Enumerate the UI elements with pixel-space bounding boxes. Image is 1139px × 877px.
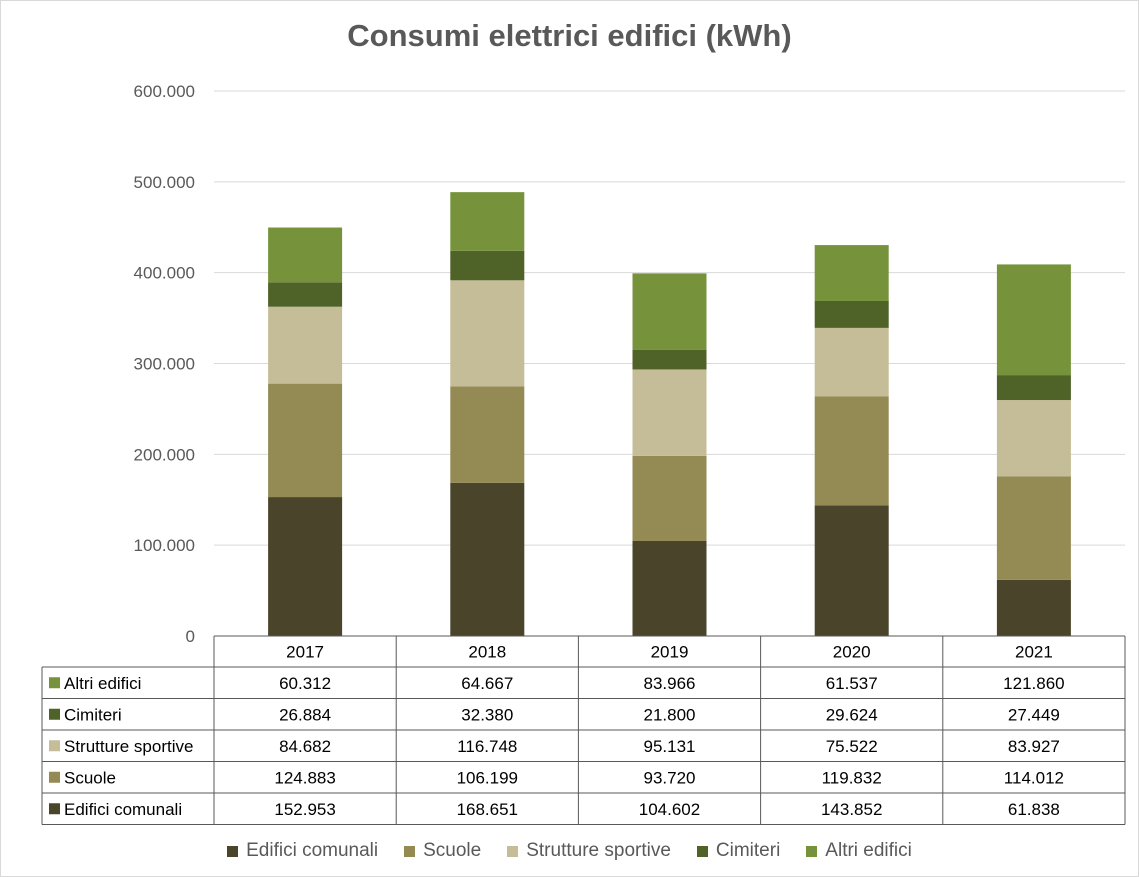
bar-segment-altri-edifici-2019 bbox=[632, 273, 707, 350]
x-category-label: 2020 bbox=[833, 643, 871, 662]
table-value: 64.667 bbox=[461, 674, 513, 693]
legend-label: Altri edifici bbox=[825, 840, 912, 861]
bar-segment-cimiteri-2019 bbox=[632, 349, 707, 370]
bar-segment-cimiteri-2021 bbox=[996, 375, 1071, 401]
table-value: 93.720 bbox=[644, 768, 696, 787]
table-row-label: Edifici comunali bbox=[64, 800, 182, 819]
y-tick-label: 200.000 bbox=[134, 445, 195, 464]
legend-swatch bbox=[696, 845, 708, 857]
bar-segment-edifici-comunali-2019 bbox=[632, 540, 707, 636]
bar-segment-altri-edifici-2020 bbox=[814, 245, 889, 301]
bar-segment-scuole-2018 bbox=[450, 386, 525, 483]
bar-segment-altri-edifici-2017 bbox=[268, 227, 343, 283]
x-category-label: 2017 bbox=[286, 643, 324, 662]
legend-item: Cimiteri bbox=[696, 840, 781, 862]
bar-segment-scuole-2021 bbox=[996, 476, 1071, 580]
table-legend-key bbox=[49, 677, 60, 689]
bar-segment-strutture-sportive-2021 bbox=[996, 400, 1071, 477]
y-tick-label: 100.000 bbox=[134, 536, 195, 555]
gridlines bbox=[214, 90, 1125, 546]
legend-item: Edifici comunali bbox=[227, 840, 378, 862]
table-value: 152.953 bbox=[274, 800, 335, 819]
table-value: 27.449 bbox=[1008, 705, 1060, 724]
table-value: 104.602 bbox=[639, 800, 700, 819]
x-category-label: 2018 bbox=[468, 643, 506, 662]
legend-item: Scuole bbox=[404, 840, 481, 862]
table-value: 61.838 bbox=[1008, 800, 1060, 819]
bar-segment-scuole-2020 bbox=[814, 396, 889, 506]
table-row-label: Cimiteri bbox=[64, 705, 122, 724]
table-value: 61.537 bbox=[826, 674, 878, 693]
legend-item: Strutture sportive bbox=[507, 840, 671, 862]
bar-segment-scuole-2017 bbox=[268, 383, 343, 498]
legend-label: Cimiteri bbox=[715, 840, 781, 861]
table-row-label: Altri edifici bbox=[64, 674, 141, 693]
table-row-label: Strutture sportive bbox=[64, 737, 193, 756]
bar-segment-altri-edifici-2018 bbox=[450, 192, 525, 251]
data-table: 2017 2018 2019 2020 2021 Altri edifici 60.312 6… bbox=[41, 635, 1126, 825]
bar-segment-edifici-comunali-2018 bbox=[450, 482, 525, 636]
bar-segment-scuole-2019 bbox=[632, 455, 707, 541]
bar-segment-cimiteri-2017 bbox=[268, 282, 343, 307]
legend-swatch bbox=[227, 845, 239, 857]
table-value: 114.012 bbox=[1004, 768, 1064, 787]
legend-swatch bbox=[507, 845, 519, 857]
table-legend-key bbox=[49, 740, 60, 752]
table-legend-key bbox=[49, 708, 60, 720]
table-value: 116.748 bbox=[457, 737, 517, 756]
table-value: 119.832 bbox=[822, 768, 882, 787]
table-value: 124.883 bbox=[274, 768, 335, 787]
table-value: 32.380 bbox=[461, 705, 513, 724]
table-value: 168.651 bbox=[457, 800, 518, 819]
legend-swatch bbox=[806, 845, 818, 857]
bar-segment-strutture-sportive-2020 bbox=[814, 327, 889, 397]
table-value: 84.682 bbox=[279, 737, 331, 756]
bar-segment-cimiteri-2020 bbox=[814, 300, 889, 328]
bar-segment-altri-edifici-2021 bbox=[996, 264, 1071, 376]
bar-segment-edifici-comunali-2017 bbox=[268, 497, 343, 636]
table-value: 106.199 bbox=[457, 768, 518, 787]
bar-segment-strutture-sportive-2018 bbox=[450, 280, 525, 387]
table-value: 29.624 bbox=[826, 705, 878, 724]
legend: Edifici comunali Scuole Strutture sportive… bbox=[0, 840, 1139, 862]
y-tick-label: 400.000 bbox=[134, 264, 195, 283]
bar-segment-edifici-comunali-2020 bbox=[814, 505, 889, 636]
table-value: 21.800 bbox=[644, 705, 696, 724]
table-value: 75.522 bbox=[826, 737, 878, 756]
table-value: 83.966 bbox=[644, 674, 696, 693]
table-value: 121.860 bbox=[1003, 674, 1064, 693]
table-value: 83.927 bbox=[1008, 737, 1060, 756]
table-value: 143.852 bbox=[821, 800, 882, 819]
bar-segment-edifici-comunali-2021 bbox=[996, 579, 1071, 636]
y-tick-label: 0 bbox=[186, 627, 195, 646]
bars bbox=[268, 192, 1071, 636]
table-legend-key bbox=[49, 803, 60, 815]
legend-label: Strutture sportive bbox=[526, 840, 671, 861]
legend-item: Altri edifici bbox=[806, 840, 912, 862]
legend-label: Scuole bbox=[423, 840, 482, 861]
y-axis: 0 100.000 200.000 300.000 400.000 500.000 600.… bbox=[134, 82, 195, 646]
bar-segment-strutture-sportive-2019 bbox=[632, 369, 707, 456]
table-legend-key bbox=[49, 771, 60, 783]
table-value: 60.312 bbox=[279, 674, 331, 693]
x-category-label: 2021 bbox=[1015, 643, 1053, 662]
legend-label: Edifici comunali bbox=[246, 840, 379, 861]
y-tick-label: 300.000 bbox=[134, 355, 195, 374]
chart-title: Consumi elettrici edifici (kWh) bbox=[347, 18, 792, 53]
table-row-label: Scuole bbox=[64, 768, 116, 787]
x-category-label: 2019 bbox=[651, 643, 689, 662]
bar-segment-strutture-sportive-2017 bbox=[268, 306, 343, 384]
table-value: 95.131 bbox=[644, 737, 696, 756]
y-tick-label: 600.000 bbox=[134, 82, 195, 101]
table-value: 26.884 bbox=[279, 705, 331, 724]
y-tick-label: 500.000 bbox=[134, 173, 195, 192]
bar-segment-cimiteri-2018 bbox=[450, 250, 525, 281]
legend-swatch bbox=[404, 845, 416, 857]
